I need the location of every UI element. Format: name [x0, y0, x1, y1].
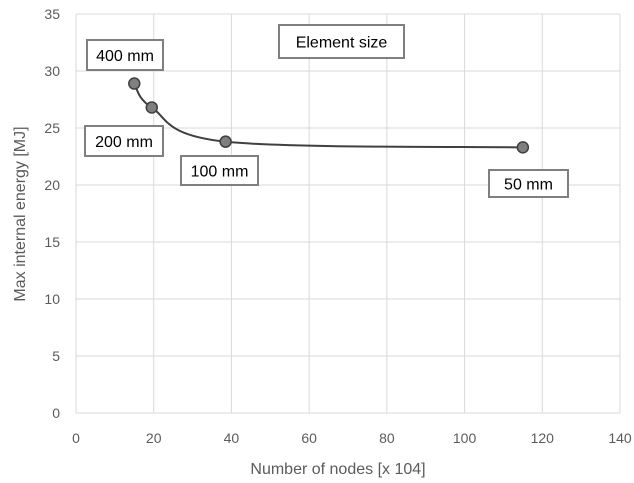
y-tick-label: 35	[44, 6, 60, 22]
x-tick-label: 20	[146, 430, 162, 446]
data-point	[128, 77, 141, 90]
data-point	[145, 101, 159, 114]
x-tick-label: 100	[453, 430, 477, 446]
x-tick-label: 60	[301, 430, 317, 446]
x-tick-label: 140	[608, 430, 632, 446]
annotation-label: 400 mm	[96, 48, 154, 65]
annotation-layer: 400 mm 200 mm 100 mm 50 mm Element size	[84, 24, 569, 198]
y-tick-label: 15	[44, 234, 60, 250]
annotation-label: 100 mm	[191, 164, 249, 181]
y-tick-label: 20	[44, 177, 60, 193]
data-point	[219, 135, 232, 148]
data-point	[516, 141, 530, 154]
marker-layer	[128, 77, 530, 154]
y-tick-label: 30	[44, 63, 60, 79]
annotation-label: Element size	[296, 35, 388, 52]
y-axis-title: Max internal energy [MJ]	[12, 126, 29, 301]
y-tick-label: 10	[44, 291, 60, 307]
y-tick-label: 0	[52, 405, 60, 421]
x-tick-label: 40	[224, 430, 240, 446]
annotation-box	[180, 155, 259, 186]
annotation-box	[488, 169, 569, 198]
x-tick-label: 120	[531, 430, 555, 446]
annotation-box	[86, 39, 164, 71]
x-tick-label: 0	[72, 430, 80, 446]
x-axis-title: Number of nodes [x 104]	[250, 461, 425, 478]
x-tick-label: 80	[379, 430, 395, 446]
annotation-label: 200 mm	[95, 134, 153, 151]
annotation-box	[84, 125, 164, 157]
annotation-box	[278, 24, 405, 59]
axis-layer: 0 20 40 60 80 100 120 140 0 5 10 15 20 25 30 35	[44, 6, 631, 446]
y-tick-label: 5	[52, 348, 60, 364]
annotation-label: 50 mm	[504, 177, 553, 194]
grid-layer	[75, 13, 621, 414]
y-tick-label: 25	[44, 120, 60, 136]
